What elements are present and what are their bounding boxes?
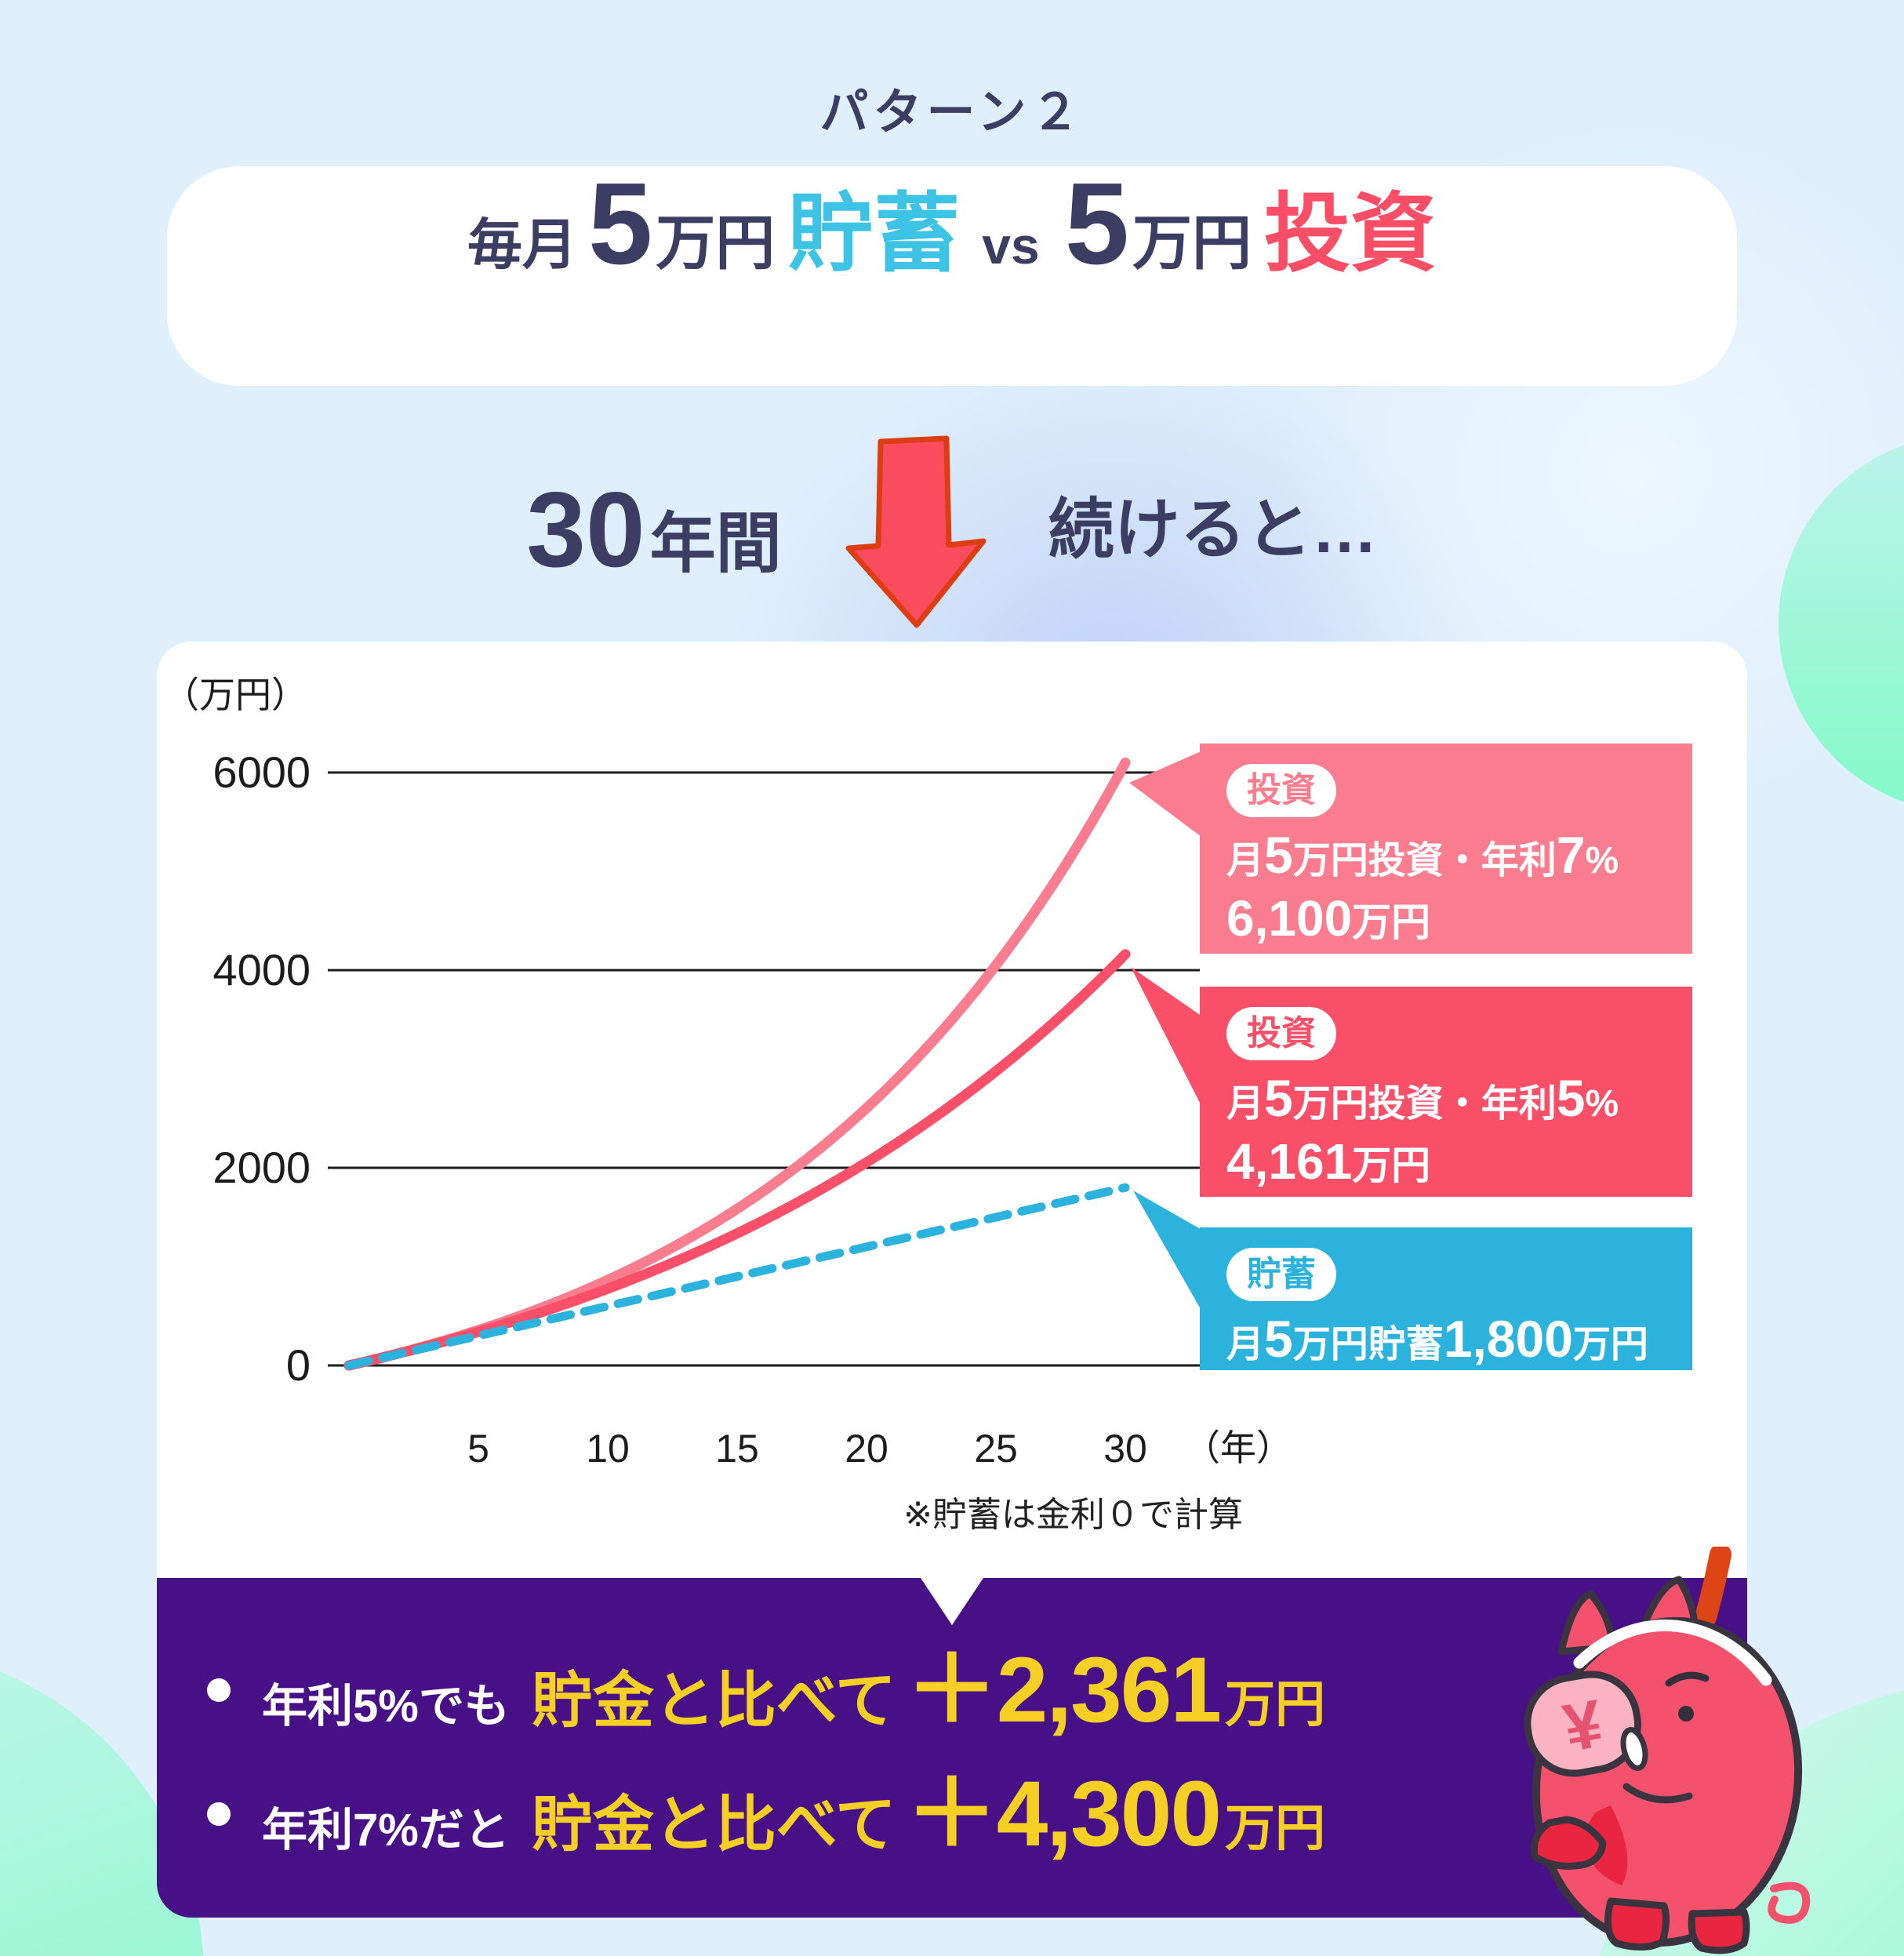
bullet-gain-amount: ＋4,300 <box>905 1762 1222 1866</box>
callout-amount: 5 <box>1264 825 1293 884</box>
callout-savings: 貯蓄 月5万円貯蓄1,800万円 <box>1200 1227 1692 1370</box>
x-tick-5: 5 <box>467 1427 489 1471</box>
headline-amount-2: 5 <box>1064 159 1130 289</box>
x-tick-15: 15 <box>715 1427 759 1471</box>
x-tick-25: 25 <box>974 1427 1018 1471</box>
callout-result-unit: 万円 <box>1572 1323 1648 1365</box>
callout-result-amount: 4,161 <box>1226 1133 1353 1190</box>
bullet-dot <box>207 1802 231 1826</box>
duration-text: 30 年間 <box>526 476 781 583</box>
callout-investment-7pct: 投資 月5万円投資・年利7% 6,100万円 <box>1200 743 1692 954</box>
callout-text: 月 <box>1226 1082 1265 1125</box>
callout-result-unit: 万円 <box>1352 1143 1431 1187</box>
callout-pointer-investment-7pct <box>1129 750 1205 839</box>
bullet-gain-unit: 万円 <box>1225 1676 1326 1732</box>
x-tick-30: 30 <box>1103 1427 1147 1471</box>
chart-note: ※貯蓄は金利０で計算 <box>903 1496 1243 1534</box>
headline-unit-2: 万円 <box>1132 210 1252 277</box>
pig-eye <box>1678 1706 1694 1721</box>
pig-leg-back <box>1688 1908 1750 1954</box>
duration-number: 30 <box>526 470 645 589</box>
callout-text: 万円貯蓄 <box>1292 1323 1444 1365</box>
y-tick-0: 0 <box>286 1340 311 1390</box>
callout-result-investment-7pct: 6,100万円 <box>1226 889 1692 949</box>
pattern-title: パターン２ <box>819 85 1085 140</box>
callout-text: 万円投資・年利 <box>1292 839 1557 882</box>
bullet-lead: 年利5%でも <box>262 1681 510 1732</box>
headline-word-investment: 投資 <box>1264 186 1437 282</box>
callout-pointer-investment-5pct <box>1131 967 1205 1112</box>
callout-text: 月 <box>1226 1323 1265 1365</box>
callout-badge-investment-7pct: 投資 <box>1226 764 1336 817</box>
summary-bullet-1: 年利5%でも 貯金と比べて ＋2,361 万円 <box>207 1644 1747 1736</box>
bullet-gain-amount: ＋2,361 <box>905 1638 1222 1742</box>
callout-rate: 7 <box>1556 825 1586 884</box>
callout-amount: 5 <box>1264 1309 1293 1368</box>
pig-tail-icon <box>1768 1881 1811 1924</box>
pig-character: ¥ <box>1455 1543 1832 1956</box>
headline-vs: vs <box>982 216 1040 274</box>
y-tick-4000: 4000 <box>213 945 311 994</box>
callout-badge-investment-5pct: 投資 <box>1226 1007 1336 1060</box>
callout-text: 万円投資・年利 <box>1292 1082 1557 1125</box>
callout-amount: 5 <box>1264 1068 1293 1127</box>
y-tick-2000: 2000 <box>213 1143 311 1192</box>
callout-text: % <box>1585 1082 1619 1125</box>
duration-suffix: 続けると… <box>1048 493 1378 566</box>
callout-result-unit: 万円 <box>1352 900 1431 944</box>
callout-text: % <box>1585 839 1619 882</box>
callout-rate: 5 <box>1556 1068 1586 1127</box>
x-tick-10: 10 <box>586 1427 630 1471</box>
x-axis-unit-label: （年） <box>1184 1427 1292 1468</box>
bullet-label: 貯金と比べて <box>531 1790 896 1859</box>
callout-line1-investment-5pct: 月5万円投資・年利5% <box>1226 1068 1692 1129</box>
down-arrow-icon <box>829 431 1001 628</box>
growth-chart: （万円） 6000 4000 2000 0 5 10 15 20 25 30 （… <box>163 674 1292 1534</box>
y-tick-6000: 6000 <box>213 747 311 797</box>
duration-row: 30 年間 続けると… <box>0 424 1904 635</box>
callout-badge-savings: 貯蓄 <box>1226 1248 1336 1301</box>
callout-text: 月 <box>1226 839 1265 882</box>
callout-investment-5pct: 投資 月5万円投資・年利5% 4,161万円 <box>1200 987 1692 1197</box>
y-axis-unit-label: （万円） <box>163 674 307 715</box>
callout-result-amount: 6,100 <box>1226 889 1353 947</box>
headline-word-savings: 貯蓄 <box>787 186 961 282</box>
series-line-savings <box>344 1183 1130 1370</box>
pig-back-highlight <box>1573 1620 1772 1686</box>
summary-bullet-2: 年利7%だと 貯金と比べて ＋4,300 万円 <box>207 1768 1747 1860</box>
summary-panel: 年利5%でも 貯金と比べて ＋2,361 万円 年利7%だと 貯金と比べて ＋4… <box>157 1578 1747 1918</box>
callout-pointer-savings <box>1133 1191 1205 1316</box>
bullet-dot <box>207 1678 231 1702</box>
x-tick-20: 20 <box>845 1427 888 1471</box>
summary-pointer-notch <box>921 1578 983 1625</box>
duration-unit: 年間 <box>649 507 782 580</box>
series-line-investment-5pct <box>343 949 1131 1371</box>
bullet-label: 貯金と比べて <box>531 1666 896 1735</box>
callout-result-amount: 1,800 <box>1443 1309 1573 1368</box>
pig-leg-front <box>1604 1897 1670 1951</box>
chart-card: （万円） 6000 4000 2000 0 5 10 15 20 25 30 （… <box>157 642 1747 1578</box>
headline-amount-1: 5 <box>587 159 653 289</box>
bullet-lead: 年利7%だと <box>262 1805 510 1856</box>
headline-unit-1: 万円 <box>656 210 776 277</box>
callout-result-investment-5pct: 4,161万円 <box>1226 1133 1692 1192</box>
headline-banner: 毎月 5 万円 貯蓄 vs 5 万円 投資 <box>167 166 1737 386</box>
callout-line1-investment-7pct: 月5万円投資・年利7% <box>1226 825 1692 886</box>
headline-prefix: 毎月 <box>467 214 577 275</box>
bullet-gain-unit: 万円 <box>1225 1800 1326 1856</box>
callout-line1-savings: 月5万円貯蓄1,800万円 <box>1226 1309 1692 1370</box>
